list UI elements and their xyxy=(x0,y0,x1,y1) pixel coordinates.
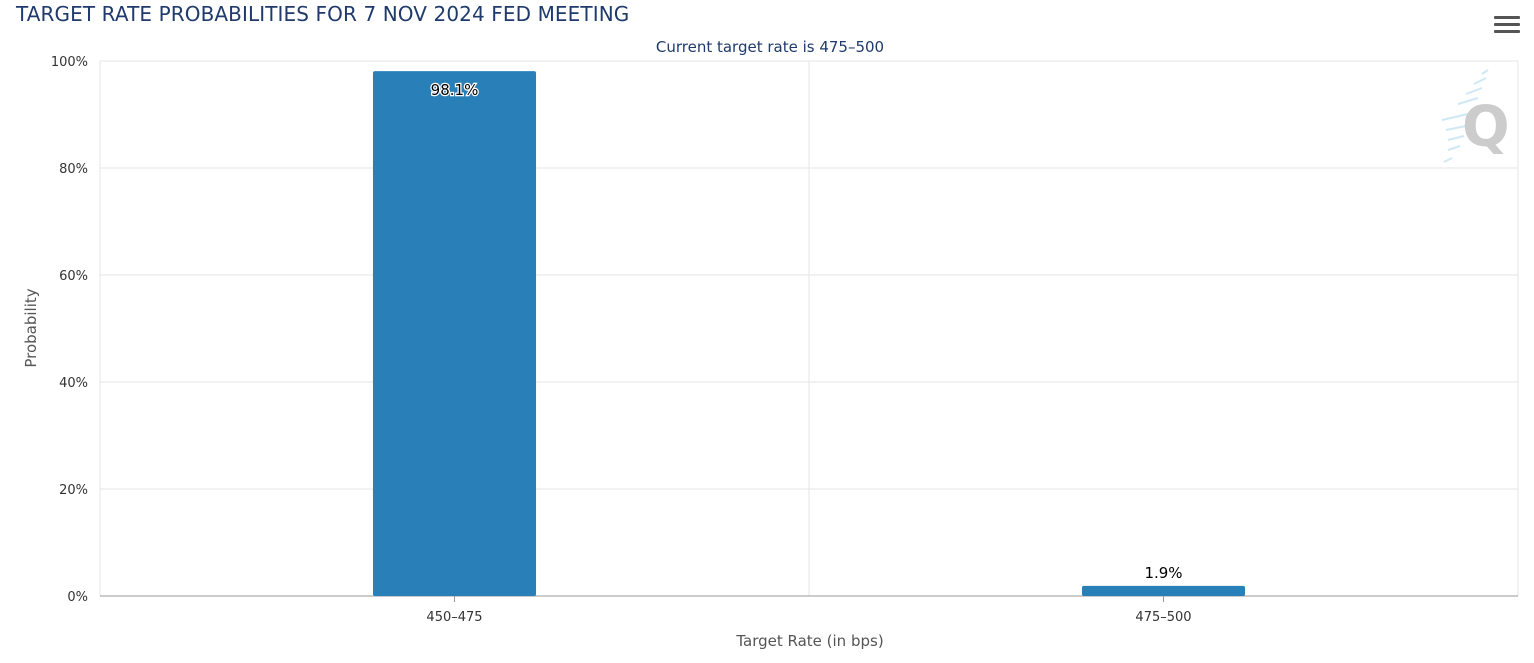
y-tick-label: 80% xyxy=(59,162,88,177)
hamburger-menu-icon[interactable] xyxy=(1494,16,1520,38)
menu-line xyxy=(1494,23,1520,26)
y-tick-label: 20% xyxy=(59,483,88,498)
data-label-0: 98.1% xyxy=(431,81,479,99)
y-tick-label: 100% xyxy=(51,55,88,70)
y-tick-label: 60% xyxy=(59,269,88,284)
data-label-1: 1.9% xyxy=(1144,564,1182,582)
chart-title: TARGET RATE PROBABILITIES FOR 7 NOV 2024… xyxy=(16,2,630,26)
menu-line xyxy=(1494,16,1520,19)
y-tick-label: 40% xyxy=(59,376,88,391)
chart-subtitle: Current target rate is 475–500 xyxy=(655,38,885,56)
watermark-letter: Q xyxy=(1462,95,1510,160)
bar-1[interactable] xyxy=(1081,585,1246,596)
menu-line xyxy=(1494,30,1520,33)
x-tick-label: 450–475 xyxy=(426,610,482,625)
y-axis-title: Probability xyxy=(22,288,40,367)
x-tick-label: 475–500 xyxy=(1135,610,1191,625)
x-axis-title: Target Rate (in bps) xyxy=(735,632,883,650)
bar-0[interactable] xyxy=(372,71,537,597)
q-logo-watermark-icon: Q xyxy=(1441,69,1510,163)
y-tick-label: 0% xyxy=(67,590,88,605)
